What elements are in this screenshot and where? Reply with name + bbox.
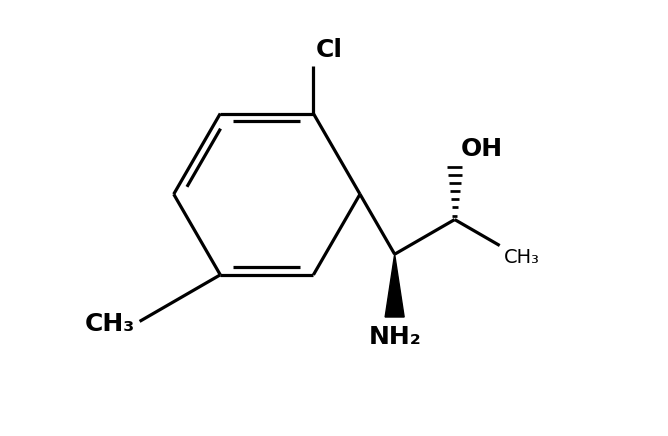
Text: OH: OH [461, 137, 503, 161]
Text: CH₃: CH₃ [504, 248, 540, 267]
Text: NH₂: NH₂ [368, 325, 421, 349]
Polygon shape [385, 254, 404, 317]
Text: CH₃: CH₃ [85, 312, 136, 336]
Text: Cl: Cl [315, 37, 343, 61]
